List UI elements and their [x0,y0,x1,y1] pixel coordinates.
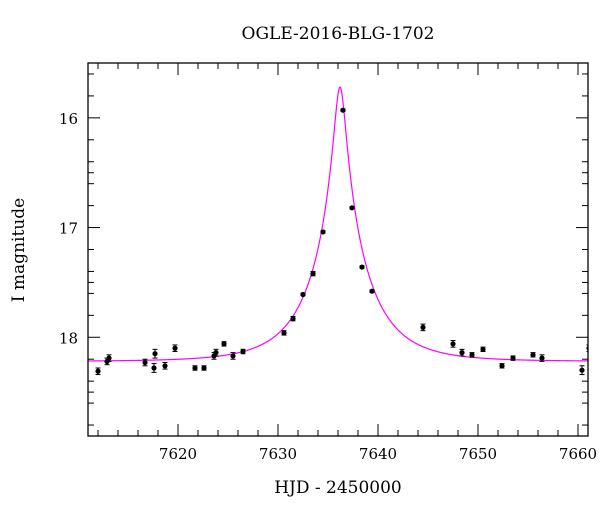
point-marker [230,353,236,359]
point-marker [539,355,545,361]
point-marker [499,363,505,369]
model-curve [88,86,588,362]
point-marker [510,355,516,361]
x-tick-label: 7630 [259,445,297,463]
plot-frame [87,62,589,437]
data-point [539,354,545,362]
data-point [579,365,585,376]
tick-labels: 7620 7630 7640 7650 7660 16 17 18 [59,110,597,463]
data-point [172,344,178,353]
data-point [499,363,505,369]
data-point [281,330,287,336]
data-points [95,107,588,376]
data-point [369,288,375,294]
data-point [290,315,296,322]
point-marker [450,341,456,347]
data-point [201,365,207,371]
data-point [450,340,456,348]
y-tick-label: 17 [59,220,78,238]
point-marker [95,368,101,374]
y-axis-label: I magnitude [9,198,29,302]
point-marker [369,288,375,294]
data-point [510,355,516,361]
data-point [530,352,536,358]
point-marker [192,365,198,371]
point-marker [349,205,355,211]
point-marker [459,350,465,356]
x-axis-label: HJD - 2450000 [274,478,402,498]
point-marker [340,107,346,113]
data-point [192,365,198,371]
point-marker [290,316,296,322]
data-point [95,367,101,376]
data-point [151,363,157,373]
point-marker [201,365,207,371]
data-point [420,323,426,332]
data-point [221,341,227,347]
point-marker [152,351,158,357]
data-point [162,361,168,370]
x-tick-label: 7640 [359,445,397,463]
point-marker [300,291,306,298]
point-marker [586,345,588,351]
data-point [459,348,465,357]
data-point [469,352,475,358]
chart-title: OGLE-2016-BLG-1702 [242,24,435,44]
data-point [142,358,148,367]
point-marker [221,341,227,347]
x-tick-label: 7660 [559,445,597,463]
point-marker [213,350,219,356]
data-point [359,264,365,270]
point-marker [420,324,426,330]
x-tick-label: 7650 [459,445,497,463]
point-marker [281,330,287,336]
data-point [300,291,306,298]
x-tick-label: 7620 [159,445,197,463]
axis-ticks [88,62,588,436]
point-marker [240,348,246,355]
point-marker [151,365,157,371]
point-marker [162,363,168,369]
data-point [230,352,236,360]
data-point [240,348,246,355]
y-tick-label: 16 [59,110,78,128]
data-point [320,229,326,235]
data-point [340,107,346,113]
point-marker [320,229,326,235]
point-marker [480,346,486,352]
data-point [480,346,486,353]
y-tick-label: 18 [59,329,78,347]
point-marker [469,352,475,358]
plot-content [88,86,588,376]
point-marker [310,271,316,277]
data-point [586,344,588,353]
point-marker [359,264,365,270]
data-point [213,348,219,357]
data-point [106,354,112,362]
data-point [310,270,316,277]
point-marker [142,359,148,366]
point-marker [106,355,112,361]
point-marker [530,352,536,358]
data-point [152,348,158,359]
data-point [349,205,355,211]
point-marker [172,345,178,351]
point-marker [579,367,585,373]
